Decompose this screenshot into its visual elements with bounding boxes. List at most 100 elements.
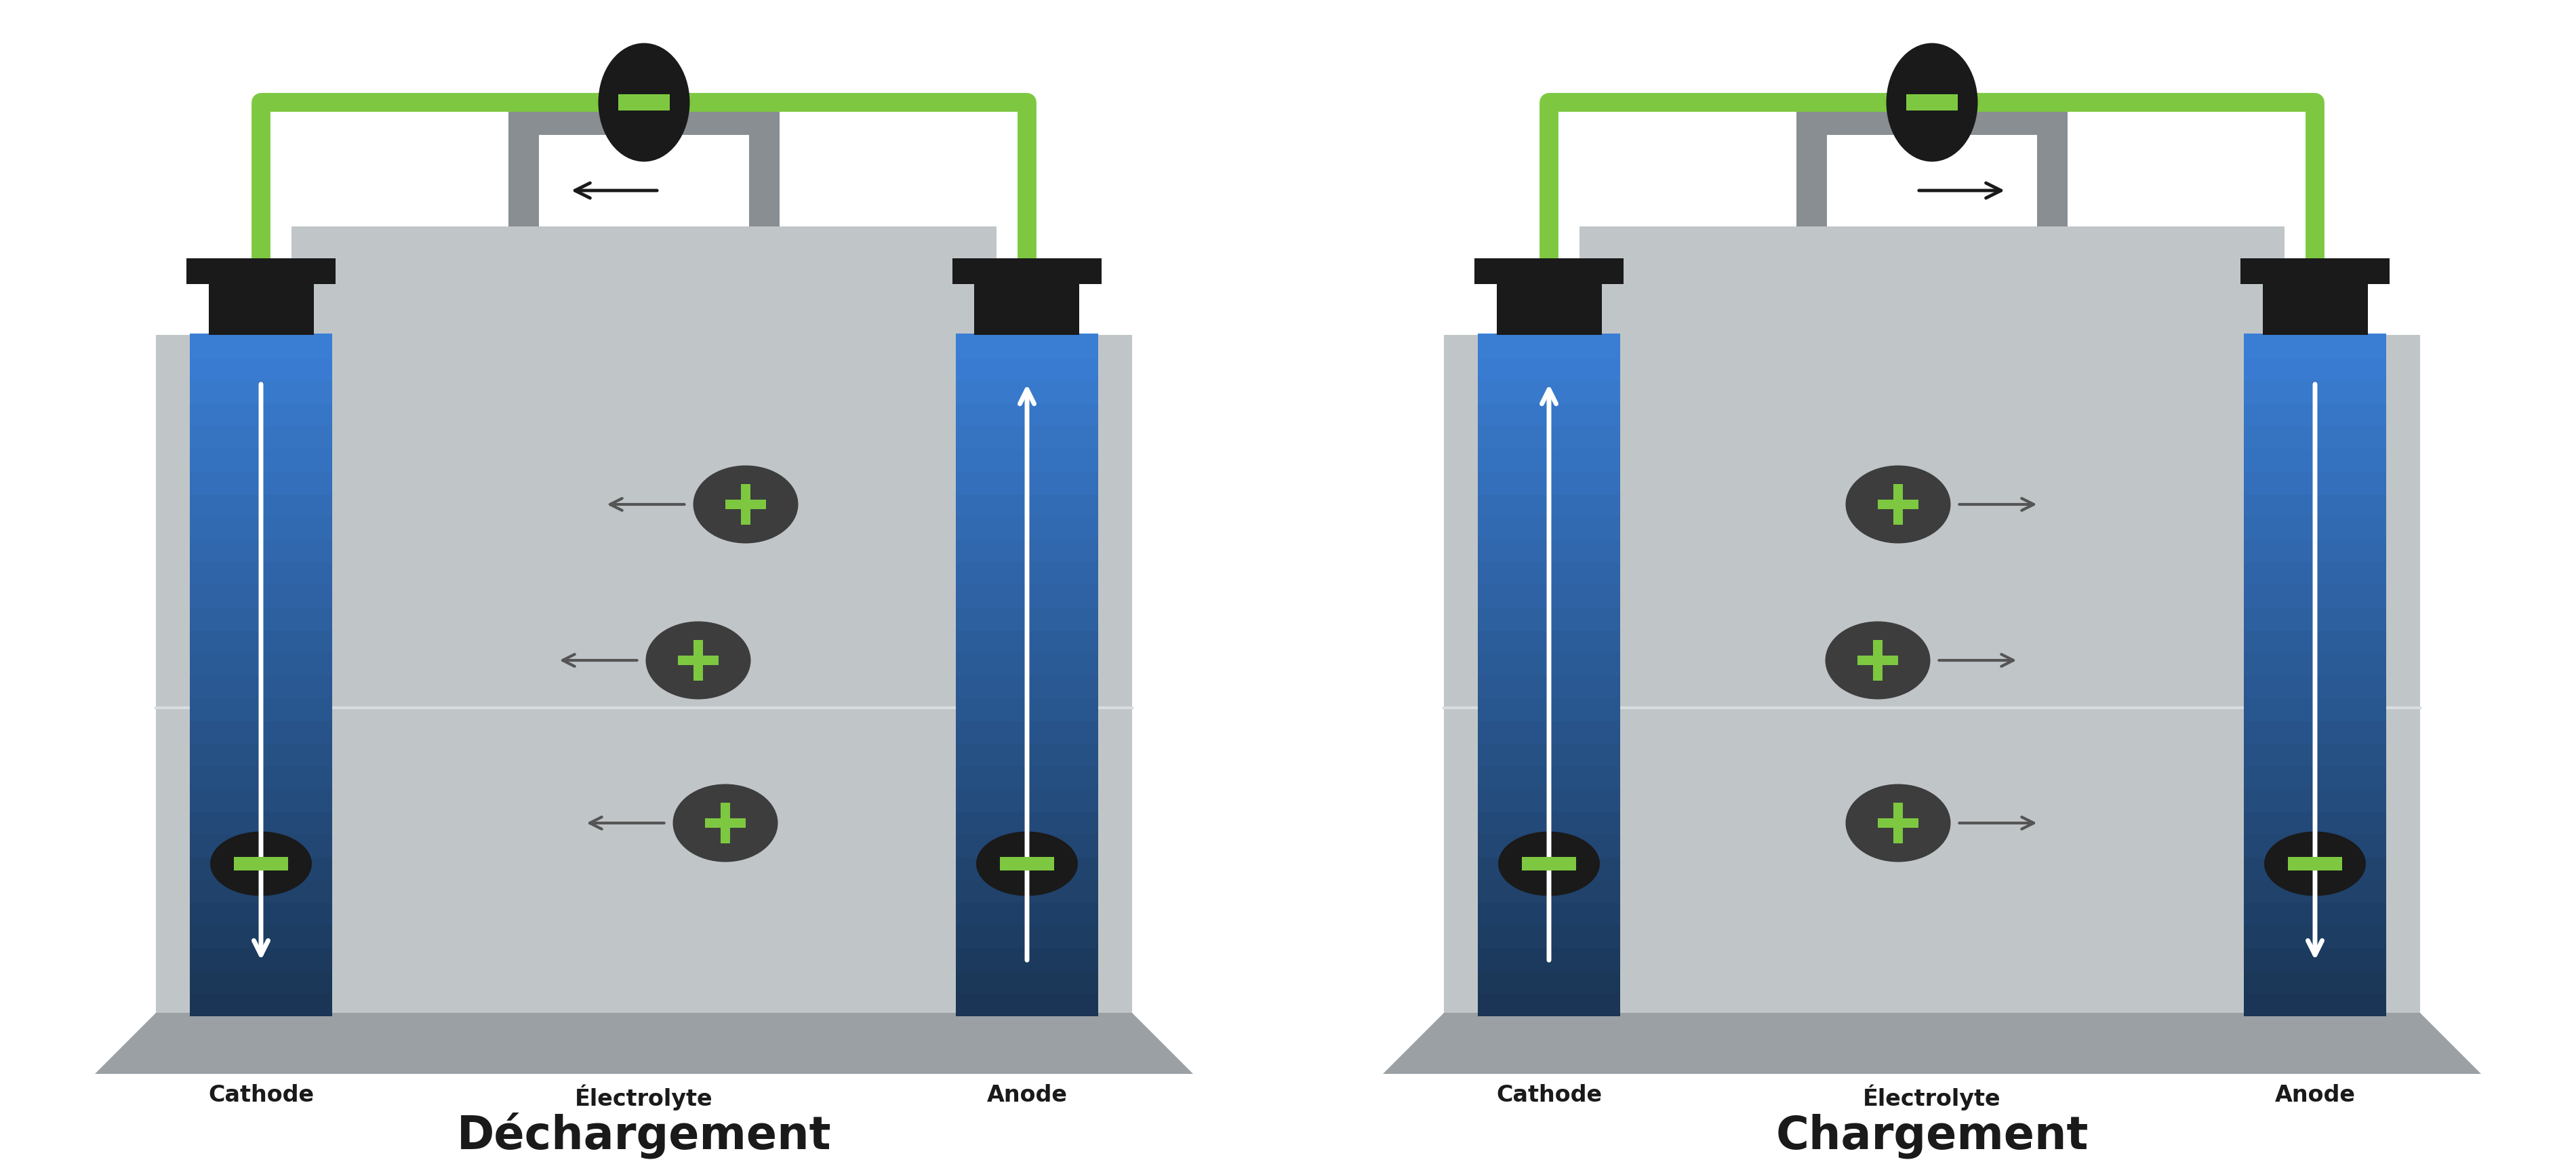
Bar [1479, 810, 1620, 834]
Bar [2244, 947, 2385, 970]
Bar [1479, 607, 1620, 630]
Bar [191, 719, 332, 744]
Bar [191, 583, 332, 608]
Bar [956, 560, 1097, 584]
Bar [2244, 379, 2385, 403]
Bar [706, 818, 744, 827]
Bar [956, 969, 1097, 994]
Bar [956, 447, 1097, 471]
Bar [2244, 515, 2385, 539]
Bar [1479, 357, 1620, 380]
Bar [956, 992, 1097, 1017]
Bar [1906, 94, 1958, 110]
Text: Anode: Anode [2275, 1084, 2354, 1106]
Bar [956, 629, 1097, 653]
Bar [1479, 947, 1620, 970]
Text: Cathode: Cathode [209, 1084, 314, 1106]
Bar [1878, 500, 1919, 509]
Bar [956, 333, 1097, 358]
Bar [956, 652, 1097, 675]
Bar [191, 878, 332, 903]
Bar [185, 258, 335, 284]
Bar [956, 924, 1097, 948]
Bar [191, 924, 332, 948]
Bar [956, 902, 1097, 925]
Bar [956, 810, 1097, 834]
Bar [956, 947, 1097, 970]
Bar [191, 493, 332, 517]
Bar [2244, 333, 2385, 358]
Bar [956, 743, 1097, 767]
Bar [1479, 652, 1620, 675]
Bar [956, 379, 1097, 403]
Bar [191, 515, 332, 539]
Bar [1479, 765, 1620, 789]
Bar [1479, 969, 1620, 994]
Bar [726, 500, 765, 509]
Ellipse shape [598, 43, 690, 162]
Bar [1479, 992, 1620, 1017]
Bar [2244, 607, 2385, 630]
Ellipse shape [1844, 784, 1950, 862]
Bar [1479, 788, 1620, 812]
Bar [2244, 719, 2385, 744]
Bar [1479, 878, 1620, 903]
Bar [191, 788, 332, 812]
Bar [191, 674, 332, 698]
Bar [1479, 833, 1620, 858]
Bar [1479, 493, 1620, 517]
Ellipse shape [211, 832, 312, 896]
Bar [1479, 379, 1620, 403]
Bar [191, 402, 332, 425]
Bar [1873, 640, 1883, 681]
Bar [2244, 833, 2385, 858]
Bar [191, 629, 332, 653]
Bar [191, 969, 332, 994]
Bar [2244, 402, 2385, 425]
Bar [2244, 560, 2385, 584]
Bar [191, 560, 332, 584]
Bar [191, 652, 332, 675]
Bar [721, 803, 729, 844]
Bar [2244, 902, 2385, 925]
Bar [1795, 105, 2069, 135]
Bar [1479, 697, 1620, 720]
Bar [1479, 447, 1620, 471]
Text: Cathode: Cathode [1497, 1084, 1602, 1106]
Bar [1479, 856, 1620, 880]
Bar [191, 469, 332, 494]
Bar [2262, 284, 2367, 335]
Bar [956, 583, 1097, 608]
Bar [956, 493, 1097, 517]
Bar [2038, 105, 2069, 227]
Bar [2244, 788, 2385, 812]
Bar [956, 878, 1097, 903]
Bar [956, 424, 1097, 449]
Bar [191, 856, 332, 880]
Bar [2244, 674, 2385, 698]
Bar [956, 719, 1097, 744]
Bar [209, 284, 314, 335]
Bar [956, 357, 1097, 380]
Bar [191, 333, 332, 358]
Bar [191, 607, 332, 630]
Bar [191, 902, 332, 925]
Ellipse shape [2264, 832, 2365, 896]
Ellipse shape [1844, 466, 1950, 544]
Bar [1479, 743, 1620, 767]
Ellipse shape [1886, 43, 1978, 162]
Bar [2244, 765, 2385, 789]
Bar [191, 357, 332, 380]
Bar [618, 94, 670, 110]
Bar [1479, 629, 1620, 653]
Bar [956, 697, 1097, 720]
Bar [956, 788, 1097, 812]
Bar [2244, 538, 2385, 562]
Bar [2244, 878, 2385, 903]
Bar [2244, 424, 2385, 449]
Bar [1497, 284, 1602, 335]
Bar [1479, 560, 1620, 584]
Bar [191, 743, 332, 767]
Bar [974, 284, 1079, 335]
Bar [2244, 469, 2385, 494]
